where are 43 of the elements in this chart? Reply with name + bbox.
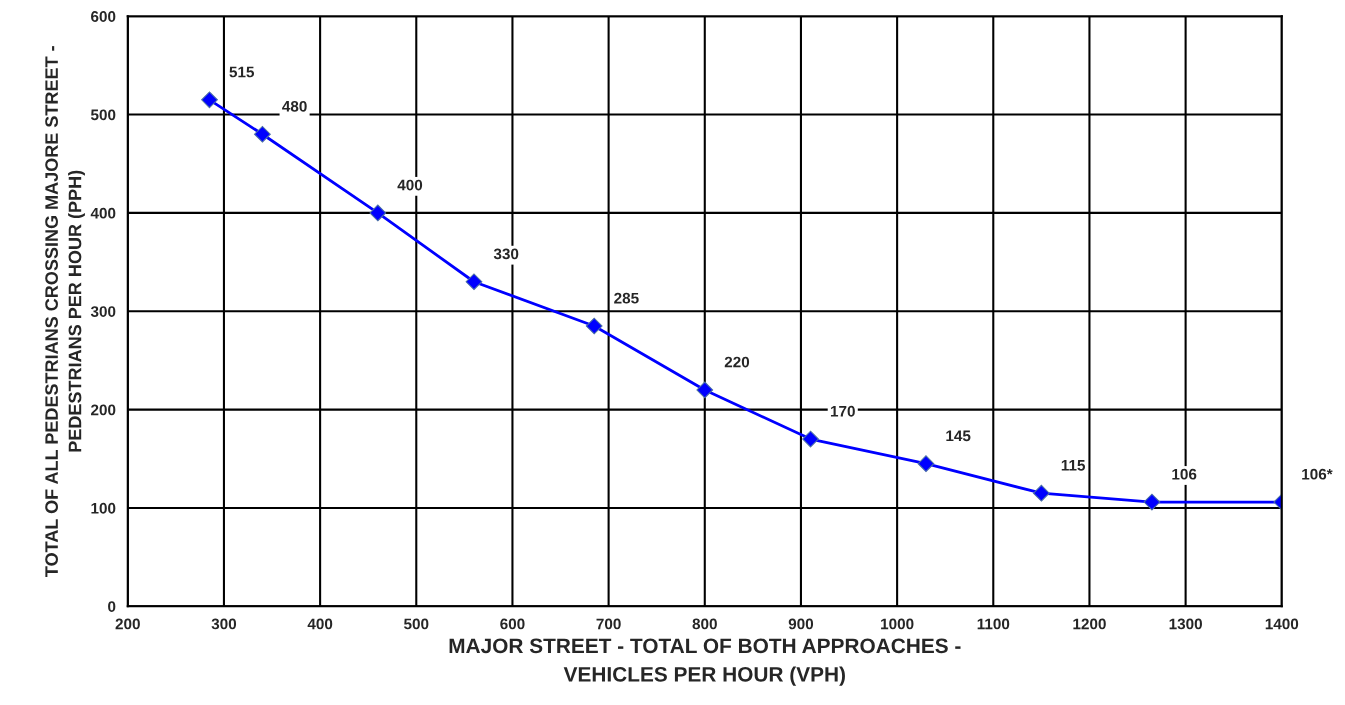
x-tick-label: 1400 — [1265, 618, 1299, 630]
y-tick-label: 200 — [91, 404, 116, 416]
x-tick-label: 900 — [788, 618, 814, 630]
x-tick-label: 600 — [500, 618, 525, 630]
data-label: 115 — [1061, 460, 1086, 471]
data-label: 145 — [946, 430, 971, 442]
x-tick-label: 700 — [596, 618, 621, 630]
y-tick-label: 600 — [91, 11, 116, 22]
data-label: 480 — [282, 100, 307, 112]
data-label: 285 — [614, 292, 639, 304]
point — [254, 125, 271, 143]
data-label: 106* — [1302, 468, 1333, 480]
point — [696, 381, 714, 399]
x-tick-label: 800 — [692, 618, 717, 630]
y-tick-label: 400 — [90, 207, 116, 219]
point — [465, 273, 483, 291]
data-label: 400 — [397, 179, 423, 191]
data-label: 515 — [229, 66, 255, 78]
x-tick-label: 1000 — [881, 618, 914, 630]
y-axis-title: TOTAL OF ALL PEDESTRIANS CROSSING MAJORE STREET - PEDESTRIANS PER HOUR (PPH) — [45, 46, 85, 577]
point — [802, 430, 819, 448]
data-label: 330 — [493, 248, 519, 260]
point — [917, 455, 935, 473]
x-tick-label: 200 — [115, 618, 140, 630]
data-label: 170 — [830, 405, 855, 417]
y-tick-label: 500 — [90, 109, 116, 121]
y-tick-label: 300 — [90, 306, 116, 317]
point — [369, 204, 387, 222]
point — [585, 317, 603, 335]
point — [201, 91, 218, 109]
y-tick-label: 0 — [108, 601, 116, 612]
x-axis-title: MAJOR STREET - TOTAL OF BOTH APPROACHES - VEHICLES PER HOUR (VPH) — [449, 638, 961, 686]
x-tick-label: 1100 — [977, 618, 1010, 630]
data-label: 106 — [1172, 468, 1197, 480]
x-tick-label: 300 — [211, 618, 237, 630]
point — [1143, 493, 1161, 511]
x-tick-label: 1300 — [1169, 618, 1202, 630]
point — [1032, 484, 1050, 502]
x-tick-label: 500 — [404, 618, 429, 630]
x-tick-label: 400 — [307, 618, 333, 630]
x-tick-label: 1200 — [1073, 618, 1106, 630]
data-label: 220 — [724, 356, 750, 368]
y-tick-label: 100 — [91, 502, 116, 514]
